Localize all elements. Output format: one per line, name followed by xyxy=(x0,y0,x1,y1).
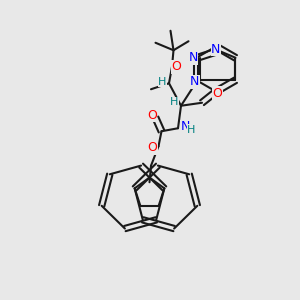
Text: H: H xyxy=(170,97,178,107)
Text: O: O xyxy=(171,60,181,73)
Text: H: H xyxy=(187,125,196,135)
Text: O: O xyxy=(213,87,223,100)
Text: O: O xyxy=(147,109,157,122)
Text: N: N xyxy=(190,75,199,88)
Text: O: O xyxy=(148,141,158,154)
Text: H: H xyxy=(158,77,166,87)
Text: N: N xyxy=(188,51,198,64)
Text: N: N xyxy=(181,120,190,133)
Text: N: N xyxy=(211,43,220,56)
